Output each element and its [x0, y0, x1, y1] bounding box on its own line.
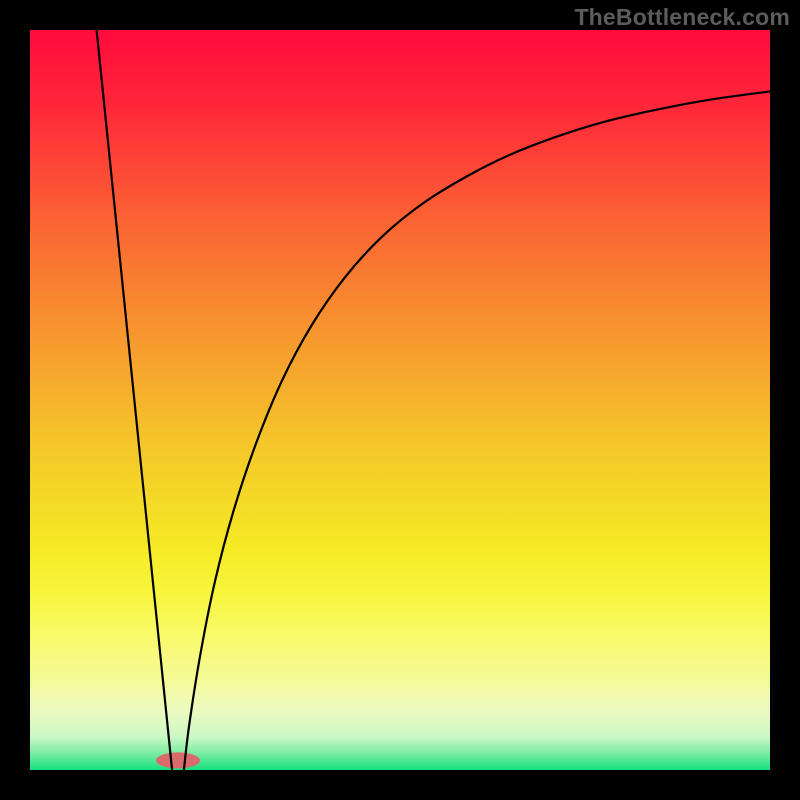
- bottleneck-chart: [0, 0, 800, 800]
- plot-background: [30, 30, 770, 770]
- optimal-marker: [156, 752, 200, 768]
- chart-container: TheBottleneck.com: [0, 0, 800, 800]
- watermark-text: TheBottleneck.com: [574, 4, 790, 31]
